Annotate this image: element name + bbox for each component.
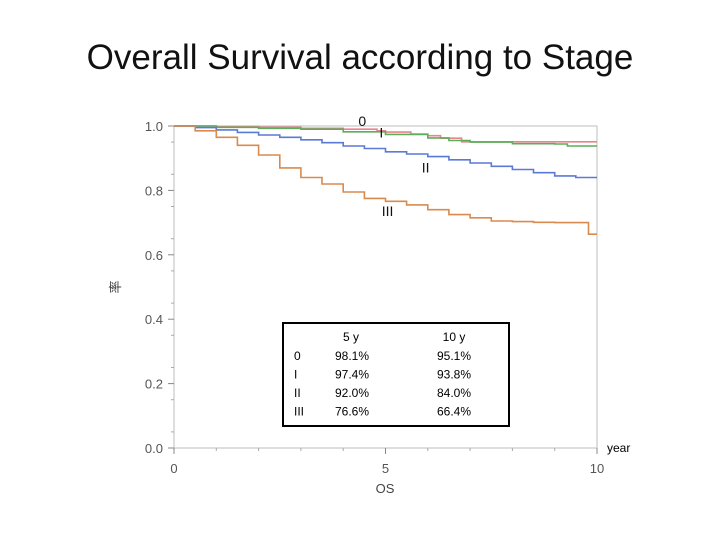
- survival-table-border: [282, 322, 510, 427]
- curve-label-stage-iii: III: [382, 203, 394, 219]
- table-row-stage: I: [294, 368, 297, 382]
- table-cell-10y: 84.0%: [437, 386, 471, 400]
- curve-label-stage-i: I: [379, 124, 383, 140]
- y-tick-label: 0.4: [145, 312, 163, 327]
- y-tick-label: 0.2: [145, 377, 163, 392]
- y-axis-title: 率: [108, 280, 123, 293]
- table-cell-5y: 97.4%: [335, 368, 369, 382]
- y-tick-label: 0.6: [145, 248, 163, 263]
- table-cell-5y: 98.1%: [335, 349, 369, 363]
- x-axis-title: OS: [376, 481, 395, 496]
- table-cell-5y: 92.0%: [335, 386, 369, 400]
- y-tick-label: 1.0: [145, 119, 163, 134]
- survival-table: 5 y 10 y 0 98.1% 95.1% I 97.4% 93.8% II 92.0% 84…: [282, 322, 510, 427]
- table-cell-5y: 76.6%: [335, 405, 369, 419]
- survival-curve-stage-iii: [174, 125, 597, 235]
- table-row-stage: II: [294, 386, 301, 400]
- table-header-10y: 10 y: [443, 330, 466, 344]
- x-tick-label: 10: [590, 461, 604, 476]
- table-header-5y: 5 y: [343, 330, 359, 344]
- table-cell-10y: 95.1%: [437, 349, 471, 363]
- curve-label-stage-ii: II: [422, 160, 430, 176]
- table-cell-10y: 66.4%: [437, 405, 471, 419]
- x-tick-label: 0: [170, 461, 177, 476]
- survival-curve-stage-ii: [174, 125, 597, 179]
- survival-curve-stage-i: [174, 125, 597, 147]
- curve-label-stage-0: 0: [358, 113, 366, 129]
- y-tick-label: 0.0: [145, 441, 163, 456]
- table-row-stage: 0: [294, 349, 301, 363]
- table-row-stage: III: [294, 405, 304, 419]
- slide-title: Overall Survival according to Stage: [86, 38, 634, 77]
- table-cell-10y: 93.8%: [437, 368, 471, 382]
- y-tick-label: 0.8: [145, 183, 163, 198]
- x-unit-label: year: [607, 441, 630, 455]
- x-tick-label: 5: [382, 461, 389, 476]
